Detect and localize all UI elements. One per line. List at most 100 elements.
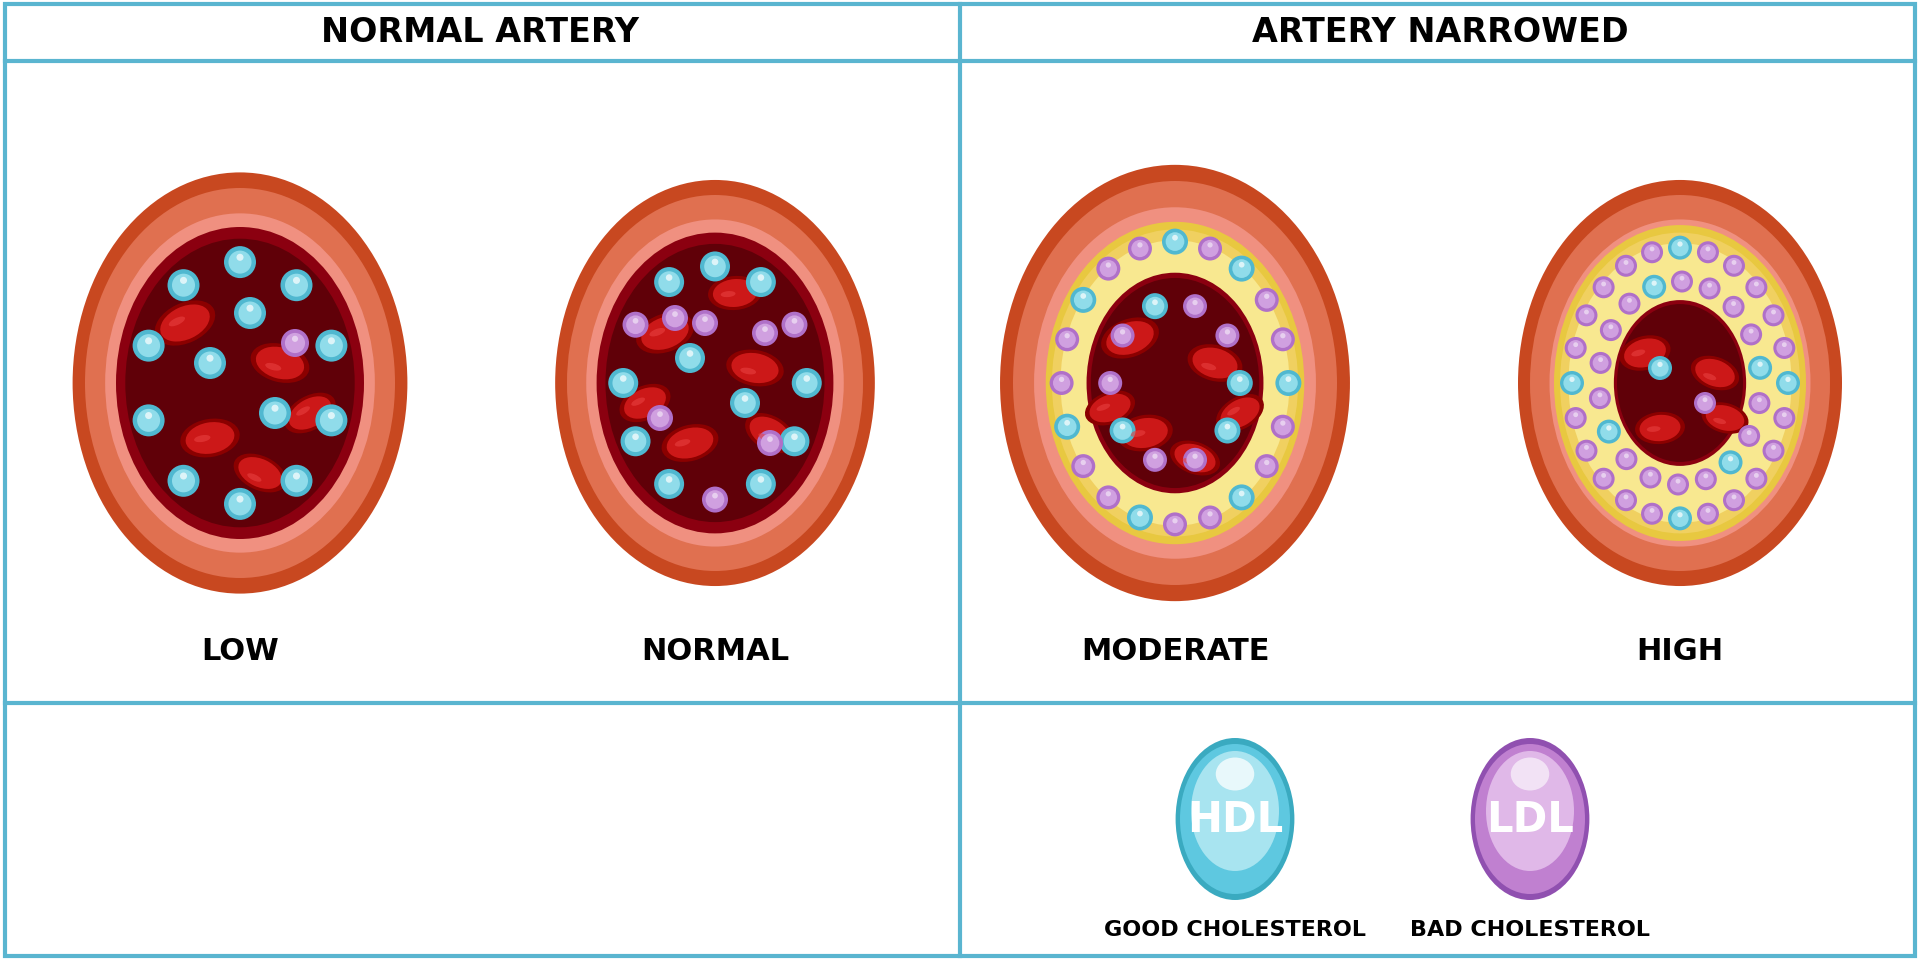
Circle shape (1142, 449, 1167, 473)
Ellipse shape (1569, 244, 1791, 524)
Circle shape (626, 316, 645, 334)
Ellipse shape (73, 173, 407, 594)
Circle shape (1786, 378, 1791, 382)
Ellipse shape (649, 329, 664, 337)
Circle shape (691, 310, 718, 336)
Circle shape (1732, 302, 1736, 307)
Circle shape (1198, 237, 1221, 261)
Circle shape (751, 272, 772, 293)
Circle shape (1069, 287, 1096, 313)
Circle shape (1060, 378, 1064, 382)
Circle shape (760, 434, 780, 453)
Circle shape (1110, 418, 1135, 444)
Circle shape (666, 477, 672, 483)
Ellipse shape (674, 440, 691, 447)
Circle shape (1594, 356, 1609, 372)
Circle shape (712, 493, 718, 499)
Ellipse shape (1175, 738, 1294, 900)
Circle shape (1626, 299, 1632, 304)
Ellipse shape (1089, 394, 1131, 423)
Circle shape (180, 278, 186, 284)
Circle shape (1782, 413, 1788, 418)
Circle shape (1722, 297, 1745, 318)
Circle shape (741, 396, 749, 403)
Circle shape (666, 309, 684, 328)
Circle shape (1718, 451, 1743, 475)
Ellipse shape (1192, 348, 1238, 379)
Ellipse shape (1519, 181, 1841, 586)
Ellipse shape (1701, 403, 1749, 434)
Circle shape (1780, 375, 1797, 392)
Circle shape (1238, 262, 1244, 268)
Circle shape (1747, 357, 1772, 381)
Circle shape (1236, 377, 1242, 382)
Circle shape (1208, 243, 1213, 248)
Circle shape (1256, 288, 1279, 312)
Ellipse shape (1619, 336, 1670, 371)
Circle shape (1052, 375, 1069, 392)
Circle shape (1152, 455, 1158, 459)
Circle shape (236, 496, 244, 504)
Circle shape (1726, 493, 1741, 508)
Circle shape (1279, 374, 1298, 393)
Circle shape (1275, 332, 1292, 349)
Ellipse shape (234, 455, 286, 493)
Ellipse shape (720, 292, 735, 298)
Ellipse shape (620, 384, 670, 423)
Circle shape (259, 398, 292, 430)
Circle shape (198, 352, 221, 375)
Text: MODERATE: MODERATE (1081, 637, 1269, 666)
Circle shape (1258, 292, 1275, 309)
Circle shape (271, 406, 278, 412)
Ellipse shape (1640, 415, 1680, 442)
Ellipse shape (1046, 223, 1304, 545)
Circle shape (703, 317, 708, 323)
Ellipse shape (156, 301, 215, 346)
Circle shape (1102, 375, 1119, 392)
Circle shape (1749, 280, 1764, 296)
Circle shape (180, 473, 186, 480)
Circle shape (662, 306, 687, 332)
Circle shape (1217, 422, 1236, 440)
Circle shape (321, 334, 344, 357)
Circle shape (695, 314, 714, 333)
Ellipse shape (636, 313, 693, 355)
Circle shape (132, 331, 165, 362)
Ellipse shape (1202, 363, 1215, 371)
Circle shape (1644, 506, 1661, 522)
Circle shape (659, 474, 680, 495)
Circle shape (1615, 490, 1638, 511)
Circle shape (1081, 460, 1087, 466)
Ellipse shape (555, 181, 876, 586)
Circle shape (238, 302, 261, 325)
Ellipse shape (1695, 359, 1736, 388)
Circle shape (173, 275, 196, 297)
Circle shape (791, 369, 822, 399)
Ellipse shape (749, 417, 791, 450)
Ellipse shape (106, 214, 374, 554)
Circle shape (1774, 337, 1795, 359)
Circle shape (672, 312, 678, 318)
Circle shape (136, 409, 159, 432)
Circle shape (1073, 291, 1092, 310)
Circle shape (1697, 472, 1715, 487)
Circle shape (1670, 239, 1690, 257)
Circle shape (791, 319, 797, 325)
Circle shape (1642, 242, 1663, 264)
Circle shape (1173, 519, 1177, 524)
Circle shape (194, 348, 227, 380)
Circle shape (783, 431, 804, 453)
Circle shape (781, 312, 808, 338)
Circle shape (1619, 259, 1634, 275)
Circle shape (1647, 357, 1672, 381)
Circle shape (1747, 431, 1751, 435)
Circle shape (762, 327, 768, 333)
Circle shape (1286, 377, 1292, 382)
Circle shape (1597, 420, 1620, 444)
Circle shape (1137, 511, 1142, 517)
Circle shape (1058, 418, 1077, 436)
Circle shape (655, 268, 684, 298)
Ellipse shape (1100, 318, 1160, 359)
Circle shape (263, 402, 286, 425)
Circle shape (1081, 294, 1087, 300)
